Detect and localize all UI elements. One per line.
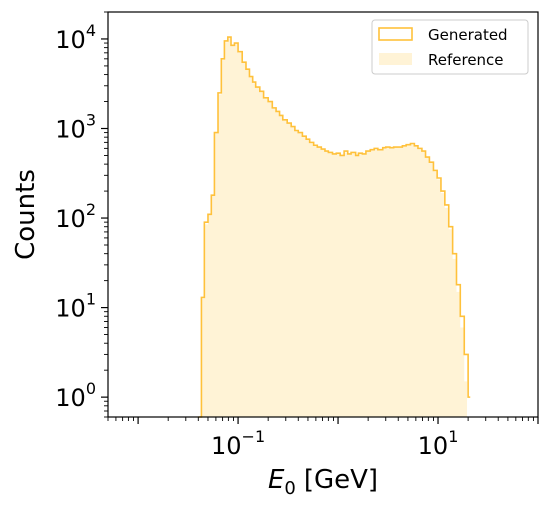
y-axis: 100 101 102 103 104 <box>55 11 108 418</box>
x-axis: 10−1 101 <box>107 417 539 460</box>
legend-label-reference: Reference <box>428 51 504 69</box>
y-axis-label: Counts <box>11 169 41 260</box>
legend-swatch-reference <box>379 53 412 65</box>
generated-histogram-line <box>198 36 471 418</box>
legend: Generated Reference <box>371 19 529 75</box>
x-axis-label-symbol: E <box>268 465 285 495</box>
generated-series-layer <box>198 36 471 418</box>
reference-series-layer <box>198 38 468 418</box>
y-tick-label: 104 <box>55 21 96 54</box>
legend-swatch-generated <box>378 27 413 41</box>
x-tick-label: 10−1 <box>211 427 265 460</box>
y-tick-label: 101 <box>55 290 96 323</box>
reference-histogram-fill <box>198 38 468 418</box>
y-tick-label: 102 <box>55 200 96 233</box>
x-axis-label-subscript: 0 <box>284 478 295 499</box>
x-axis-label: E0 [GeV] <box>268 465 378 499</box>
y-tick-label: 103 <box>55 111 96 144</box>
x-axis-label-unit: [GeV] <box>304 465 378 495</box>
y-tick-label: 100 <box>55 379 96 412</box>
legend-label-generated: Generated <box>428 26 508 44</box>
x-tick-label: 101 <box>418 427 459 460</box>
